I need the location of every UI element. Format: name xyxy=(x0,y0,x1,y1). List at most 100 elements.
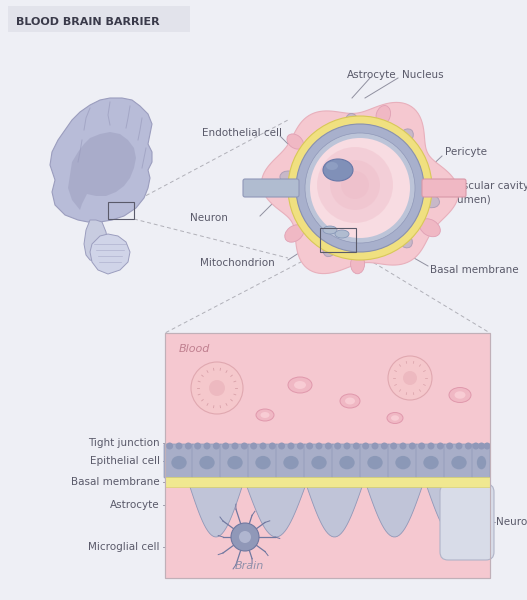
Ellipse shape xyxy=(199,456,214,469)
Ellipse shape xyxy=(367,456,383,469)
Ellipse shape xyxy=(255,456,271,469)
Text: Epithelial cell: Epithelial cell xyxy=(90,456,160,466)
FancyBboxPatch shape xyxy=(444,444,473,478)
Circle shape xyxy=(484,443,491,449)
Circle shape xyxy=(465,443,472,449)
Text: Astrocyte: Astrocyte xyxy=(110,500,160,510)
Circle shape xyxy=(175,443,182,449)
Circle shape xyxy=(344,443,350,449)
FancyBboxPatch shape xyxy=(360,444,389,478)
Text: BLOOD BRAIN BARRIER: BLOOD BRAIN BARRIER xyxy=(16,17,160,27)
Circle shape xyxy=(372,443,378,449)
Ellipse shape xyxy=(287,134,304,149)
Circle shape xyxy=(390,443,397,449)
Circle shape xyxy=(353,443,360,449)
Ellipse shape xyxy=(477,456,486,469)
Polygon shape xyxy=(367,487,422,537)
Ellipse shape xyxy=(451,456,467,469)
Ellipse shape xyxy=(397,232,412,248)
Polygon shape xyxy=(427,487,482,537)
Circle shape xyxy=(455,443,463,449)
Circle shape xyxy=(209,380,225,396)
Circle shape xyxy=(446,443,453,449)
Text: Pericyte: Pericyte xyxy=(445,147,487,157)
Ellipse shape xyxy=(323,239,337,257)
FancyBboxPatch shape xyxy=(192,444,221,478)
Bar xyxy=(320,228,356,252)
Ellipse shape xyxy=(323,159,353,181)
Ellipse shape xyxy=(288,377,312,393)
Text: Astrocyte: Astrocyte xyxy=(347,70,397,80)
Circle shape xyxy=(297,443,304,449)
FancyBboxPatch shape xyxy=(243,179,299,197)
Circle shape xyxy=(437,443,444,449)
Polygon shape xyxy=(460,487,490,537)
Circle shape xyxy=(472,443,480,449)
Text: Mitochondrion: Mitochondrion xyxy=(200,258,275,268)
Polygon shape xyxy=(90,234,130,274)
Circle shape xyxy=(203,443,210,449)
Circle shape xyxy=(191,362,243,414)
Polygon shape xyxy=(307,487,362,537)
Ellipse shape xyxy=(398,129,413,145)
Circle shape xyxy=(427,443,434,449)
Ellipse shape xyxy=(335,230,349,238)
FancyBboxPatch shape xyxy=(416,444,445,478)
Circle shape xyxy=(418,443,425,449)
Circle shape xyxy=(185,443,192,449)
Polygon shape xyxy=(84,220,108,262)
Circle shape xyxy=(305,133,415,243)
FancyBboxPatch shape xyxy=(332,444,361,478)
Ellipse shape xyxy=(326,162,338,170)
Circle shape xyxy=(362,443,369,449)
Circle shape xyxy=(278,443,285,449)
Circle shape xyxy=(478,443,485,449)
FancyBboxPatch shape xyxy=(388,444,417,478)
Circle shape xyxy=(231,443,239,449)
FancyBboxPatch shape xyxy=(304,444,333,478)
Circle shape xyxy=(317,147,393,223)
Polygon shape xyxy=(247,487,305,537)
Circle shape xyxy=(310,138,410,238)
FancyBboxPatch shape xyxy=(422,179,466,197)
Ellipse shape xyxy=(422,194,440,208)
Text: Nucleus: Nucleus xyxy=(402,70,444,80)
Text: Blood: Blood xyxy=(179,344,210,354)
Circle shape xyxy=(306,443,313,449)
Ellipse shape xyxy=(340,394,360,408)
Circle shape xyxy=(316,443,323,449)
Ellipse shape xyxy=(350,254,365,274)
Circle shape xyxy=(409,443,416,449)
Circle shape xyxy=(388,356,432,400)
Circle shape xyxy=(296,124,424,252)
Circle shape xyxy=(269,443,276,449)
Text: Tight junction: Tight junction xyxy=(89,438,160,448)
Ellipse shape xyxy=(280,171,298,184)
Ellipse shape xyxy=(260,412,269,418)
FancyBboxPatch shape xyxy=(248,444,277,478)
Circle shape xyxy=(241,443,248,449)
Circle shape xyxy=(399,443,406,449)
Ellipse shape xyxy=(345,397,355,404)
FancyBboxPatch shape xyxy=(440,484,494,560)
Circle shape xyxy=(194,443,201,449)
Text: Microglial cell: Microglial cell xyxy=(89,542,160,552)
Circle shape xyxy=(239,531,251,543)
Ellipse shape xyxy=(423,456,438,469)
Ellipse shape xyxy=(339,456,355,469)
Ellipse shape xyxy=(294,381,306,389)
Circle shape xyxy=(231,523,259,551)
Circle shape xyxy=(213,443,220,449)
Circle shape xyxy=(166,443,173,449)
Circle shape xyxy=(381,443,388,449)
Ellipse shape xyxy=(395,456,411,469)
Bar xyxy=(165,333,490,578)
Circle shape xyxy=(288,443,295,449)
FancyBboxPatch shape xyxy=(472,444,490,478)
Ellipse shape xyxy=(311,456,327,469)
FancyBboxPatch shape xyxy=(276,444,305,478)
Ellipse shape xyxy=(171,456,187,469)
Bar xyxy=(165,477,490,487)
Circle shape xyxy=(330,160,380,210)
Text: Vascular cavity
(lumen): Vascular cavity (lumen) xyxy=(450,181,527,205)
